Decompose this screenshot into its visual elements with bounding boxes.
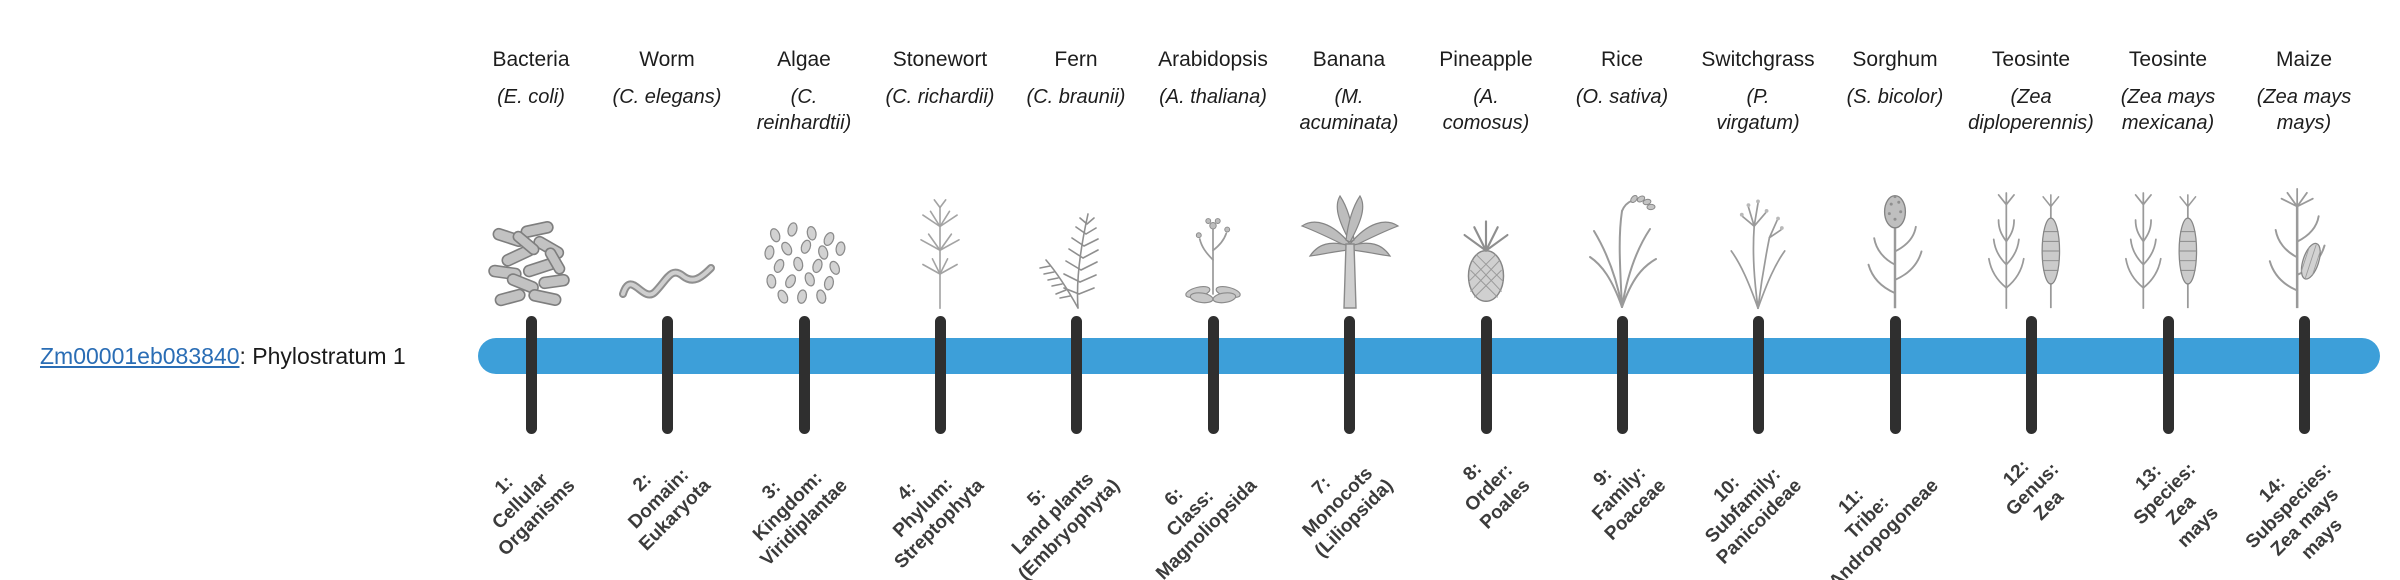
- teosinte-icon: [1975, 191, 2087, 312]
- organism-scientific-name: (O. sativa): [1575, 86, 1669, 108]
- phylostratum-label: 12: Genus: Zea: [1998, 456, 2068, 526]
- organism-name: Arabidopsis: [1158, 48, 1268, 71]
- organism-name: Worm: [639, 48, 695, 71]
- organism-name: Pineapple: [1439, 48, 1533, 71]
- timeline-tick: [1207, 316, 1219, 434]
- organism-scientific-name: (E. coli): [497, 86, 565, 108]
- phylostratum-label: 14: Subspecies: Zea mays mays: [2241, 459, 2347, 564]
- maize-icon: [2250, 185, 2358, 312]
- bacteria-icon: [477, 212, 585, 312]
- organism-scientific-name: (S. bicolor): [1846, 86, 1944, 108]
- timeline-tick: [661, 316, 673, 434]
- organism-scientific-name: (A. thaliana): [1159, 86, 1267, 108]
- pineapple-icon: [1447, 200, 1525, 312]
- algae-icon: [756, 216, 852, 312]
- organism-scientific-name: (C. richardii): [885, 86, 995, 108]
- rice-icon: [1572, 187, 1672, 312]
- phylostratum-label: 6: Class: Magnoliopsida: [1152, 475, 1262, 580]
- timeline-tick: [1343, 316, 1355, 434]
- organism-name: Teosinte: [1991, 48, 2071, 71]
- organism-name: Rice: [1600, 48, 1643, 71]
- gene-link[interactable]: Zm00001eb083840: [40, 343, 240, 369]
- phylostratum-label: 9: Family: Poaceae: [1588, 462, 1671, 545]
- organism-scientific-name: (M. acuminata): [1299, 86, 1399, 134]
- worm-icon: [617, 252, 717, 312]
- timeline-bar: [478, 338, 2380, 374]
- organism-name: Switchgrass: [1701, 48, 1815, 71]
- organism-name: Algae: [777, 48, 831, 71]
- phylostratum-label: 11: Tribe: Andropogoneae: [1825, 475, 1944, 580]
- sorghum-icon: [1848, 189, 1943, 312]
- phylostratum-label: 4: Phylum: Streptophyta: [889, 474, 989, 574]
- banana-icon: [1294, 192, 1404, 312]
- timeline-tick: [1070, 316, 1082, 434]
- stonewort-icon: [893, 198, 988, 312]
- organism-scientific-name: (P. virgatum): [1716, 86, 1800, 134]
- timeline-tick: [1752, 316, 1764, 434]
- organism-name: Bacteria: [492, 48, 570, 71]
- organism-scientific-name: (C. braunii): [1026, 86, 1126, 108]
- phylostratum-text: : Phylostratum 1: [239, 343, 406, 369]
- organism-scientific-name: (Zea mays mexicana): [2120, 86, 2216, 134]
- phylostratum-label: 5: Land plants (Embryophyta): [1007, 468, 1125, 580]
- timeline-tick: [525, 316, 537, 434]
- teosinte-icon: [2112, 191, 2224, 312]
- phylostratum-label: 2: Domain: Eukaryota: [624, 464, 716, 556]
- arabidopsis-icon: [1166, 203, 1261, 312]
- timeline-tick: [1889, 316, 1901, 434]
- timeline-tick: [2298, 316, 2310, 434]
- switchgrass-icon: [1709, 188, 1807, 312]
- gene-label: Zm00001eb083840: Phylostratum 1: [40, 343, 406, 370]
- phylostratum-label: 7: Monocots (Liliopsida): [1298, 463, 1398, 562]
- organism-name: Banana: [1312, 48, 1386, 71]
- organism-name: Stonewort: [892, 48, 988, 71]
- timeline-tick: [1616, 316, 1628, 434]
- phylostratum-label: 13: Species: Zea mays: [2129, 459, 2223, 552]
- timeline-tick: [798, 316, 810, 434]
- organism-name: Maize: [2275, 48, 2333, 71]
- organism-scientific-name: (C. elegans): [612, 86, 722, 108]
- organism-name: Sorghum: [1852, 48, 1938, 71]
- timeline-tick: [1480, 316, 1492, 434]
- phylostratum-label: 8: Order: Poales: [1459, 458, 1535, 534]
- organism-scientific-name: (Zea diploperennis): [1968, 86, 2094, 134]
- phylostratum-label: 1: Cellular Organisms: [488, 469, 580, 561]
- organism-name: Fern: [1054, 48, 1098, 71]
- organism-scientific-name: (C. reinhardtii): [756, 86, 852, 134]
- phylostratum-label: 3: Kingdom: Viridiplantae: [749, 467, 853, 571]
- timeline-tick: [934, 316, 946, 434]
- timeline-tick: [2025, 316, 2037, 434]
- timeline-tick: [2162, 316, 2174, 434]
- organism-scientific-name: (Zea mays mays): [2256, 86, 2352, 134]
- phylostratum-label: 10: Subfamily: Panicoideae: [1701, 463, 1807, 569]
- organism-name: Teosinte: [2128, 48, 2208, 71]
- organism-scientific-name: (A. comosus): [1442, 86, 1530, 134]
- fern-icon: [1026, 202, 1126, 312]
